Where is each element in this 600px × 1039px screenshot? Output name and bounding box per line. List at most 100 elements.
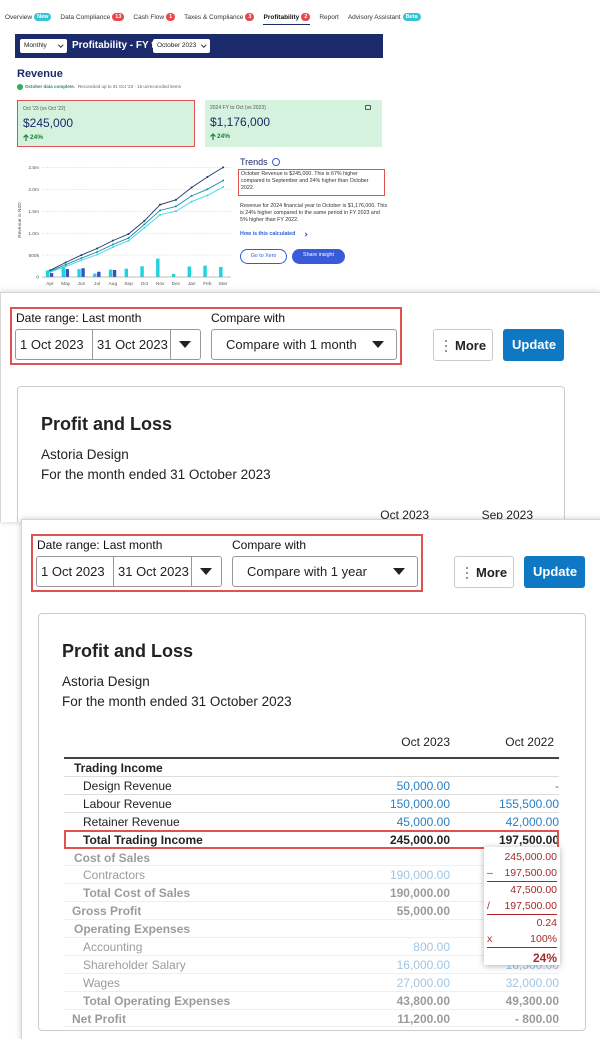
trend-button[interactable]: Share insight — [292, 249, 345, 264]
bar — [108, 269, 113, 277]
calc-line: 245,000.00 — [487, 849, 557, 865]
chevron-icon — [200, 41, 206, 47]
status-line: October data complete. Reconciled up to 3… — [25, 84, 181, 90]
revenue-chart: 0 500k 1.0m 1.5m 2.0m 2.5m Revenue in NZD Apr Ma… — [17, 165, 231, 287]
trend-button[interactable]: Go to Xero — [240, 249, 287, 264]
tab[interactable]: Report — [319, 14, 339, 25]
tab[interactable]: Overview New — [5, 13, 52, 25]
calc-value: 47,500.00 — [510, 884, 557, 896]
tab[interactable]: Taxes & Compliance 3 — [184, 13, 255, 25]
line-point — [96, 247, 99, 250]
line-point — [143, 219, 146, 222]
line-point — [64, 263, 67, 266]
y-axis-label: Revenue in NZD — [17, 202, 23, 238]
row-value: 32,000.00 — [505, 975, 559, 990]
caret-icon — [372, 341, 384, 348]
row-value: 197,500.00 — [498, 832, 559, 847]
link-chevron — [303, 231, 308, 237]
tab-label: Data Compliance — [60, 13, 111, 21]
caret-icon — [179, 341, 191, 348]
update-button[interactable]: Update — [503, 329, 564, 361]
row-label: Trading Income — [74, 761, 163, 775]
calc-link[interactable]: How is this calculated — [240, 231, 296, 237]
dropdown-value: Monthly — [24, 42, 47, 49]
kpi-change: 24% — [217, 133, 231, 140]
date-range-label: Date range: Last month — [16, 311, 142, 325]
arrow-shape — [23, 134, 29, 141]
date-to: 31 Oct 2023 — [97, 337, 168, 352]
tab[interactable]: Data Compliance 13 — [60, 13, 125, 25]
bar — [97, 271, 101, 277]
trends-title: Trends — [240, 157, 268, 167]
calc-line: / 197,500.00 — [487, 898, 557, 915]
row-value: 245,000.00 — [389, 832, 450, 847]
tab[interactable]: Profitability 2 — [263, 13, 311, 25]
tab[interactable]: Cash Flow 1 — [133, 13, 176, 25]
row-value: - — [555, 778, 559, 793]
line-point — [64, 265, 67, 268]
bar — [81, 268, 85, 277]
row-label: Contractors — [83, 868, 146, 883]
line-point — [206, 188, 209, 191]
row-value: 16,000.00 — [396, 957, 450, 972]
x-tick-label: Jul — [94, 281, 100, 287]
row-highlight — [64, 829, 559, 850]
report-card: Profit and Loss Astoria Design For the mon… — [38, 613, 586, 1031]
date-inputs[interactable]: 1 Oct 2023 31 Oct 2023 — [15, 329, 201, 360]
x-tick-label: Mar — [219, 281, 228, 287]
tab-label: Advisory Assistant — [347, 13, 401, 21]
bar — [77, 269, 81, 277]
input-divider — [92, 330, 93, 359]
line-point — [190, 194, 193, 197]
calc-value: 100% — [530, 933, 557, 945]
dropdown[interactable]: October 2023 — [153, 39, 210, 53]
row-label: Retainer Revenue — [83, 814, 180, 829]
bar — [93, 273, 97, 277]
update-button[interactable]: Update — [524, 556, 585, 588]
more-button[interactable]: More — [454, 556, 514, 588]
compare-value: Compare with 1 year — [247, 564, 367, 579]
calc-operator: x — [487, 933, 493, 945]
line-point — [96, 251, 99, 254]
line — [49, 186, 224, 273]
bar — [203, 265, 207, 277]
report-card: Profit and Loss Astoria Design For the mon… — [17, 386, 565, 522]
row-value: 11,200.00 — [397, 1011, 450, 1026]
tab-bar: Overview New Data Compliance 13 Cash Flow 1 Ta… — [5, 13, 421, 25]
row-label: Gross Profit — [72, 904, 142, 919]
row-label: Shareholder Salary — [83, 957, 186, 972]
compare-select[interactable]: Compare with 1 year — [232, 556, 418, 587]
calc-popup: 245,000.00–197,500.00 47,500.00/197,500.0… — [484, 847, 560, 965]
line-point — [159, 203, 162, 206]
button-label: Share insight — [303, 252, 334, 258]
caret-icon — [200, 568, 212, 575]
line-point — [111, 243, 114, 246]
x-tick-label: Aug — [109, 281, 118, 287]
button-label: Go to Xero — [250, 253, 277, 259]
line-point — [80, 259, 83, 262]
calc-line: 0.24 — [487, 915, 557, 931]
tab-label: Overview — [5, 13, 33, 21]
tab-badge: Beta — [402, 13, 421, 21]
more-button[interactable]: More — [433, 329, 493, 361]
calc-operator: – — [487, 867, 493, 879]
bar — [49, 273, 54, 277]
table-row: Cost of Sales — [64, 849, 559, 867]
table-row: Retainer Revenue 45,000.00 42,000.00 — [64, 813, 559, 831]
table-row: Wages 27,000.00 32,000.00 — [64, 974, 559, 992]
report-panel: Date range: Last month 1 Oct 2023 31 Oct 2… — [21, 519, 600, 1039]
tab[interactable]: Advisory Assistant Beta — [348, 13, 421, 25]
report-org: Astoria Design — [62, 674, 150, 689]
compare-select[interactable]: Compare with 1 month — [211, 329, 397, 360]
update-label: Update — [533, 564, 578, 579]
row-value: 55,000.00 — [396, 904, 450, 919]
x-tick-label: Jan — [188, 281, 196, 287]
y-tick-label: 2.5m — [28, 165, 39, 171]
dropdown[interactable]: Monthly — [20, 39, 67, 53]
bar — [65, 269, 70, 277]
date-inputs[interactable]: 1 Oct 2023 31 Oct 2023 — [36, 556, 222, 587]
x-tick-label: Feb — [203, 281, 212, 287]
line-point — [174, 198, 177, 201]
tab-label: Cash Flow — [133, 13, 165, 21]
line-point — [48, 271, 51, 274]
